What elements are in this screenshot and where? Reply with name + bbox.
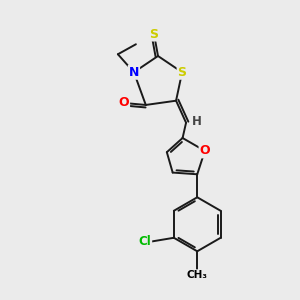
Text: CH₃: CH₃ bbox=[187, 270, 208, 280]
Text: S: S bbox=[178, 66, 187, 79]
Text: O: O bbox=[200, 144, 210, 158]
Text: H: H bbox=[192, 115, 202, 128]
Text: N: N bbox=[129, 66, 139, 79]
Text: Cl: Cl bbox=[139, 235, 151, 248]
Text: S: S bbox=[149, 28, 158, 40]
Text: O: O bbox=[118, 97, 129, 110]
